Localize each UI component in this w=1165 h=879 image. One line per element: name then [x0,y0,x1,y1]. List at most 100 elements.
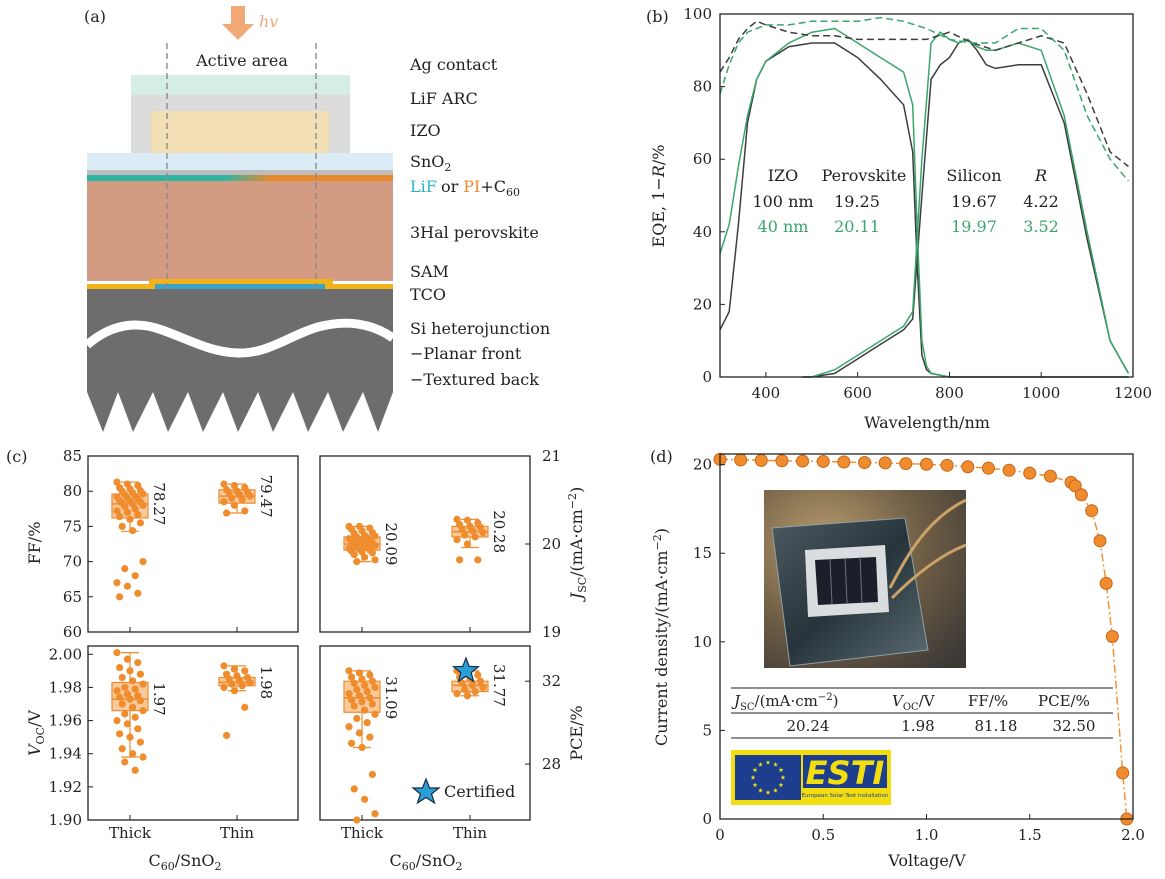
layer-thin-gray [87,170,393,175]
jv-ylabel-main: Current density/(mA·cm [652,550,671,746]
eqe-series-2 [802,38,1130,378]
jv-xtick-label: 0.5 [811,826,835,844]
eu-star [765,789,771,795]
panel-label-d: (d) [650,447,673,466]
data-point [126,695,134,703]
jv-marker [754,453,768,467]
ytick-label: 2.00 [49,645,82,663]
data-point [136,670,144,678]
data-point [350,702,358,710]
data-point [345,690,353,698]
jv-marker [1099,576,1113,590]
data-point [118,700,126,708]
esti-logo-subtext: European Solar Test Installation [802,793,889,799]
eqe-table-r1-silicon: 19.67 [951,192,997,211]
jv-table-h-voc: VOC/V [892,692,936,713]
voc-ylabel-unit: /V [25,710,44,727]
jv-marker [920,457,933,471]
eqe-ytick-label: 80 [693,78,712,96]
eqe-axes: 400 600 800 1000 1200 0 20 40 60 80 100 [683,5,1152,402]
jsc-ylabel: JSC/(mA·cm−2) [566,487,589,602]
certified-star [451,656,481,683]
c-xlabel-right-sub2: 2 [456,860,463,873]
layer-sno2 [87,153,393,170]
eu-star [778,767,784,773]
data-point [345,667,353,675]
eqe-table-r1-r: 4.22 [1023,192,1059,211]
label-sam: SAM [410,262,449,281]
box-value-label: 20.28 [490,510,508,553]
eqe-series-6 [719,16,1129,182]
label-pi: PI [463,177,480,196]
c-xlabel-right-sub1: 60 [402,860,416,873]
data-point [353,714,361,723]
data-point [371,556,379,564]
data-point [371,810,379,818]
data-point [366,671,374,679]
data-point [139,680,147,688]
jv-xtick-label: 1.0 [915,826,939,844]
data-point [471,533,479,541]
data-point [479,683,487,692]
panel-label-c: (c) [6,447,27,466]
data-point [118,522,126,531]
data-point [471,687,479,696]
ytick-label: 65 [63,588,82,606]
si-wave [84,318,396,358]
jv-table-h-ff: FF/% [968,692,1008,710]
data-point [366,733,374,741]
data-point [139,707,147,715]
jv-marker [1002,463,1016,477]
ytick-label: 75 [63,517,82,535]
data-point [453,690,461,698]
eqe-ytick-label: 40 [693,223,712,241]
xtick-label: Thin [220,824,254,842]
data-point [474,556,482,564]
data-point [348,696,356,704]
eu-star [765,759,771,765]
eqe-xtick-label: 1000 [1022,384,1060,402]
jv-marker [981,461,995,475]
label-lif-pi-c60: LiF or PI+C60 [410,177,520,199]
xtick-label: Thick [109,824,152,842]
eqe-table-h-r: R [1034,166,1047,185]
device-photo [764,490,967,668]
eu-star [780,774,786,780]
data-point [246,492,254,500]
data-point [241,703,249,711]
data-point [223,509,231,517]
eu-stars [750,759,786,795]
eu-star [778,782,784,788]
data-point [358,698,366,706]
ytick-label: 32 [542,672,561,690]
jv-table-v-voc: 1.98 [901,717,934,735]
data-point [134,510,142,519]
data-point [479,528,487,537]
esti-text-bg [803,755,887,788]
active-area-label: Active area [195,51,288,70]
eqe-ylabel: EQE, 1−R/% [649,145,668,248]
data-point [230,687,238,695]
eqe-xlabel: Wavelength/nm [864,413,990,432]
layer-izo [151,111,329,153]
ytick-label: 19 [542,623,561,641]
jv-table-h-jsc-end: ) [833,692,839,710]
jsc-ylabel-base: J [567,591,586,602]
data-point [126,515,134,523]
label-si-heterojunction: Si heterojunction [410,319,550,338]
hv-label: hv [259,12,278,31]
eu-star [752,782,758,788]
box-value-label: 78.27 [150,482,168,525]
data-point [123,655,131,663]
data-point [220,480,228,488]
eqe-ytick-label: 20 [693,295,712,313]
ytick-label: 60 [63,623,82,641]
data-point [453,536,461,544]
ytick-label: 1.90 [49,811,82,829]
c-xlabel-left: C60/SnO2 [148,851,221,873]
data-point [126,667,134,675]
eu-star [752,767,758,773]
panel-a: (a) hv Active area [84,6,550,432]
ytick-label: 1.94 [49,745,82,763]
jv-table-h-jsc-sub: SC [740,702,755,713]
